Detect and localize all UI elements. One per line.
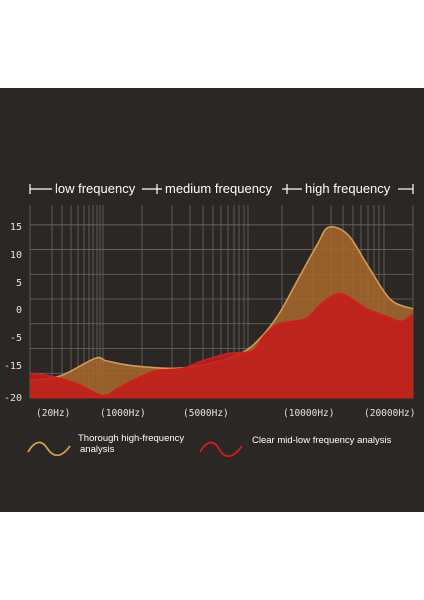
band-label-low: low frequency xyxy=(55,181,136,196)
x-tick-label: (1000Hz) xyxy=(100,408,146,419)
y-tick-label: 5 xyxy=(15,278,22,289)
y-tick-label: -15 xyxy=(4,361,23,372)
x-tick-label: (10000Hz) xyxy=(283,408,335,419)
series-area xyxy=(30,293,413,398)
legend-label-line: Thorough high-frequency xyxy=(78,433,185,444)
legend-swatch-orange xyxy=(27,441,71,457)
x-tick-label: (20000Hz) xyxy=(364,408,416,419)
legend-label-line: Clear mid-low frequency analysis xyxy=(252,435,392,446)
series-line xyxy=(29,292,414,397)
y-tick-label: 0 xyxy=(15,305,22,316)
band-label-high: high frequency xyxy=(305,181,391,196)
legend-swatch-red xyxy=(199,441,243,458)
y-tick-label: 10 xyxy=(9,250,22,261)
series-line xyxy=(29,226,414,382)
legend-label-line: analysis xyxy=(80,444,115,455)
legend-label-red: Clear mid-low frequency analysis xyxy=(252,435,391,446)
x-tick-label: (5000Hz) xyxy=(183,408,229,419)
y-tick-label: -20 xyxy=(4,393,23,404)
legend-label-orange: Thorough high-frequency analysis xyxy=(78,433,184,455)
x-tick-label: (20Hz) xyxy=(36,408,71,419)
y-tick-label: 15 xyxy=(9,222,22,233)
y-tick-label: -5 xyxy=(9,333,22,344)
band-label-medium: medium frequency xyxy=(165,181,272,196)
